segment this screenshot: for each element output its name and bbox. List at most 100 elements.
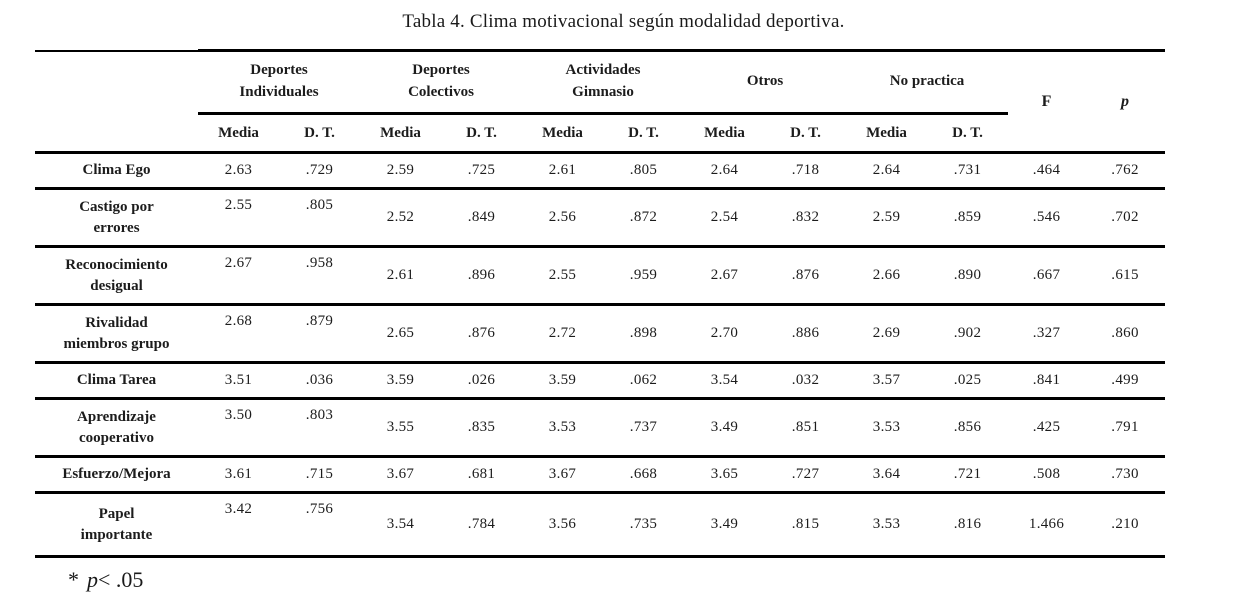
dt-cell: .729 xyxy=(305,162,334,178)
dt-cell: .784 xyxy=(467,516,496,532)
table-caption: Tabla 4. Clima motivacional según modali… xyxy=(402,11,845,32)
subheader-media: Media xyxy=(198,113,279,154)
f-value-cell: .327 xyxy=(1032,325,1061,341)
dt-cell: .721 xyxy=(953,466,982,482)
col-header-p: p xyxy=(1085,49,1166,154)
dt-cell: .731 xyxy=(953,162,982,178)
dt-cell: .815 xyxy=(791,516,820,532)
dt-cell: .725 xyxy=(467,162,496,178)
dt-cell: .025 xyxy=(953,372,982,388)
media-cell: 3.61 xyxy=(224,466,253,482)
media-cell: 3.64 xyxy=(872,466,901,482)
subheader-media: Media xyxy=(684,113,766,154)
subheader-dt: D. T. xyxy=(441,113,523,154)
col-group-otros: Otros xyxy=(684,49,847,115)
table-row: Reconocimiento desigual 2.67 .958 2.61 .896 2… xyxy=(35,247,1166,305)
p-value-cell: .615 xyxy=(1111,267,1139,283)
dt-cell: .032 xyxy=(791,372,820,388)
media-cell: 3.49 xyxy=(710,516,739,532)
footnote-comparison: < .05 xyxy=(98,567,144,592)
media-cell: 3.54 xyxy=(710,372,739,388)
media-cell: 2.52 xyxy=(386,209,415,225)
p-value-cell: .210 xyxy=(1111,516,1139,532)
media-cell: 3.67 xyxy=(386,466,415,482)
media-cell: 2.61 xyxy=(548,162,577,178)
media-cell: 2.67 xyxy=(224,255,253,271)
row-label: Reconocimiento desigual xyxy=(65,256,168,294)
dt-cell: .832 xyxy=(791,209,820,225)
motivational-climate-table: Deportes Individuales Deportes Colectivo… xyxy=(35,49,1166,558)
dt-cell: .876 xyxy=(467,325,496,341)
media-cell: 3.53 xyxy=(548,419,577,435)
dt-cell: .896 xyxy=(467,267,496,283)
dt-cell: .718 xyxy=(791,162,820,178)
media-cell: 3.53 xyxy=(872,419,901,435)
corner-cell xyxy=(35,49,198,154)
row-label: Rivalidad miembros grupo xyxy=(63,314,170,352)
dt-cell: .872 xyxy=(629,209,658,225)
dt-cell: .668 xyxy=(629,466,658,482)
dt-cell: .851 xyxy=(791,419,820,435)
media-cell: 3.59 xyxy=(386,372,415,388)
col-header-f: F xyxy=(1008,49,1086,154)
subheader-media: Media xyxy=(846,113,928,154)
footnote-p-symbol: p xyxy=(87,567,98,592)
media-cell: 3.65 xyxy=(710,466,739,482)
media-cell: 2.69 xyxy=(872,325,901,341)
dt-cell: .876 xyxy=(791,267,820,283)
media-cell: 3.42 xyxy=(224,501,253,517)
dt-cell: .737 xyxy=(629,419,658,435)
group-header-row: Deportes Individuales Deportes Colectivo… xyxy=(35,49,1166,154)
significance-footnote: * p< .05 xyxy=(68,567,1247,593)
media-cell: 2.54 xyxy=(710,209,739,225)
media-cell: 2.61 xyxy=(386,267,415,283)
table-row: Clima Tarea 3.51 .036 3.59 .026 3.59 .062 3.54.… xyxy=(35,363,1166,399)
media-cell: 3.51 xyxy=(224,372,253,388)
dt-cell: .062 xyxy=(629,372,658,388)
table-row: Papel importante 3.42 .756 3.54 .784 3.56 .735… xyxy=(35,493,1166,557)
table-row: Aprendizaje cooperativo 3.50 .803 3.55 .835 3… xyxy=(35,399,1166,457)
f-value-cell: .546 xyxy=(1032,209,1061,225)
row-label: Aprendizaje cooperativo xyxy=(77,408,156,446)
col-group-deportes-colectivos: Deportes Colectivos xyxy=(360,49,523,115)
media-cell: 2.63 xyxy=(224,162,253,178)
media-cell: 3.50 xyxy=(224,407,253,423)
subheader-row: Media D. T. Media D. T. Media D. T. Medi… xyxy=(35,113,1165,154)
p-value-cell: .762 xyxy=(1111,162,1139,178)
f-value-cell: .508 xyxy=(1032,466,1061,482)
dt-cell: .849 xyxy=(467,209,496,225)
subheader-dt: D. T. xyxy=(927,113,1009,154)
table-row: Esfuerzo/Mejora 3.61 .715 3.67 .681 3.67 .668 3… xyxy=(35,457,1166,493)
media-cell: 2.59 xyxy=(872,209,901,225)
dt-cell: .959 xyxy=(629,267,658,283)
f-value-cell: 1.466 xyxy=(1028,516,1065,532)
media-cell: 3.57 xyxy=(872,372,901,388)
dt-cell: .859 xyxy=(953,209,982,225)
media-cell: 2.72 xyxy=(548,325,577,341)
media-cell: 2.68 xyxy=(224,313,253,329)
table-row: Rivalidad miembros grupo 2.68 .879 2.65 .876… xyxy=(35,305,1166,363)
row-label: Castigo por errores xyxy=(79,198,154,236)
dt-cell: .715 xyxy=(305,466,334,482)
subheader-media: Media xyxy=(522,113,604,154)
col-group-actividades-gimnasio: Actividades Gimnasio xyxy=(522,49,685,115)
subheader-dt: D. T. xyxy=(279,113,360,154)
media-cell: 2.56 xyxy=(548,209,577,225)
dt-cell: .803 xyxy=(305,407,334,423)
dt-cell: .835 xyxy=(467,419,496,435)
footnote-asterisk: * xyxy=(68,567,79,592)
table-body: Clima Ego 2.63 .729 2.59 .725 2.61 .805 2.64 .71… xyxy=(35,153,1166,557)
row-label: Clima Ego xyxy=(82,162,151,178)
subheader-dt: D. T. xyxy=(603,113,685,154)
media-cell: 3.56 xyxy=(548,516,577,532)
subheader-dt: D. T. xyxy=(765,113,847,154)
media-cell: 3.49 xyxy=(710,419,739,435)
dt-cell: .735 xyxy=(629,516,658,532)
media-cell: 2.65 xyxy=(386,325,415,341)
dt-cell: .026 xyxy=(467,372,496,388)
media-cell: 2.67 xyxy=(710,267,739,283)
media-cell: 3.67 xyxy=(548,466,577,482)
dt-cell: .886 xyxy=(791,325,820,341)
p-value-cell: .702 xyxy=(1111,209,1139,225)
